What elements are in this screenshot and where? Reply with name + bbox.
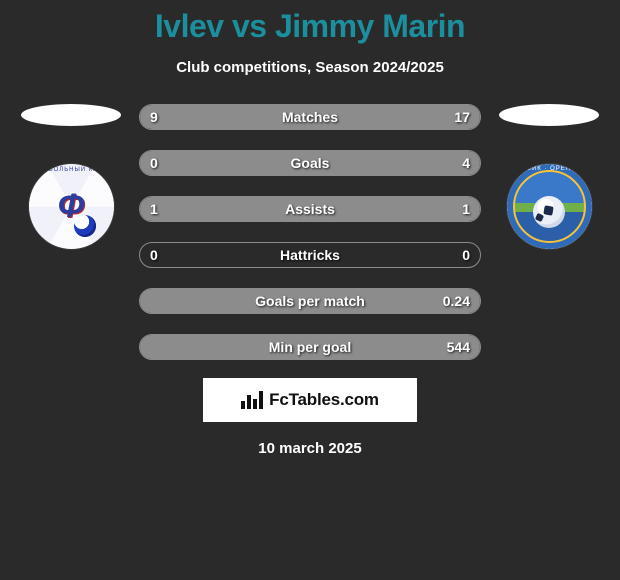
left-column: ФУТБОЛЬНЫЙ КЛУБ Ф: [15, 104, 127, 249]
stat-value-left: 1: [150, 197, 158, 221]
bar-chart-icon: [241, 391, 263, 409]
stat-value-left: 0: [150, 243, 158, 267]
left-player-badge: [21, 104, 121, 126]
stat-value-left: 9: [150, 105, 158, 129]
date-text: 10 march 2025: [0, 440, 620, 457]
stat-row: 11Assists: [139, 196, 481, 222]
left-crest-text: ФУТБОЛЬНЫЙ КЛУБ: [29, 167, 114, 173]
bar-fill-right: [140, 151, 480, 175]
stat-row: 544Min per goal: [139, 334, 481, 360]
stat-bars: 917Matches04Goals11Assists00Hattricks0.2…: [139, 104, 481, 360]
bar-fill-right: [140, 289, 480, 313]
stat-value-right: 4: [462, 151, 470, 175]
stat-row: 0 0Hattricks: [139, 242, 481, 268]
comparison-body: ФУТБОЛЬНЫЙ КЛУБ Ф 917Matches04Goals11Ass…: [0, 104, 620, 360]
right-column: ГАЗОВИК · ОРЕНБУРГ: [493, 104, 605, 249]
ball-icon: [74, 215, 96, 237]
bar-fill-right: [140, 335, 480, 359]
comparison-title: Ivlev vs Jimmy Marin: [0, 0, 620, 45]
watermark-text: FcTables.com: [269, 390, 379, 410]
subtitle: Club competitions, Season 2024/2025: [0, 59, 620, 76]
stat-row: 917Matches: [139, 104, 481, 130]
right-crest-text: ГАЗОВИК · ОРЕНБУРГ: [507, 166, 592, 172]
bar-fill-right: [167, 105, 480, 129]
vs-text: vs: [232, 8, 267, 44]
bar-fill-right: [310, 197, 480, 221]
right-player-badge: [499, 104, 599, 126]
stat-value-right: 544: [447, 335, 470, 359]
stat-row: 0.24Goals per match: [139, 288, 481, 314]
stat-row: 04Goals: [139, 150, 481, 176]
right-club-crest: ГАЗОВИК · ОРЕНБУРГ: [507, 164, 592, 249]
left-club-crest: ФУТБОЛЬНЫЙ КЛУБ Ф: [29, 164, 114, 249]
stat-value-left: 0: [150, 151, 158, 175]
player-right-name: Jimmy Marin: [275, 8, 465, 44]
stat-label: Hattricks: [140, 243, 480, 267]
ball-icon: [533, 196, 565, 228]
stat-value-right: 17: [454, 105, 470, 129]
bar-fill-left: [140, 197, 310, 221]
watermark[interactable]: FcTables.com: [203, 378, 417, 422]
stat-value-right: 0.24: [443, 289, 470, 313]
stat-value-right: 1: [462, 197, 470, 221]
stat-value-right: 0: [462, 243, 470, 267]
player-left-name: Ivlev: [155, 8, 224, 44]
